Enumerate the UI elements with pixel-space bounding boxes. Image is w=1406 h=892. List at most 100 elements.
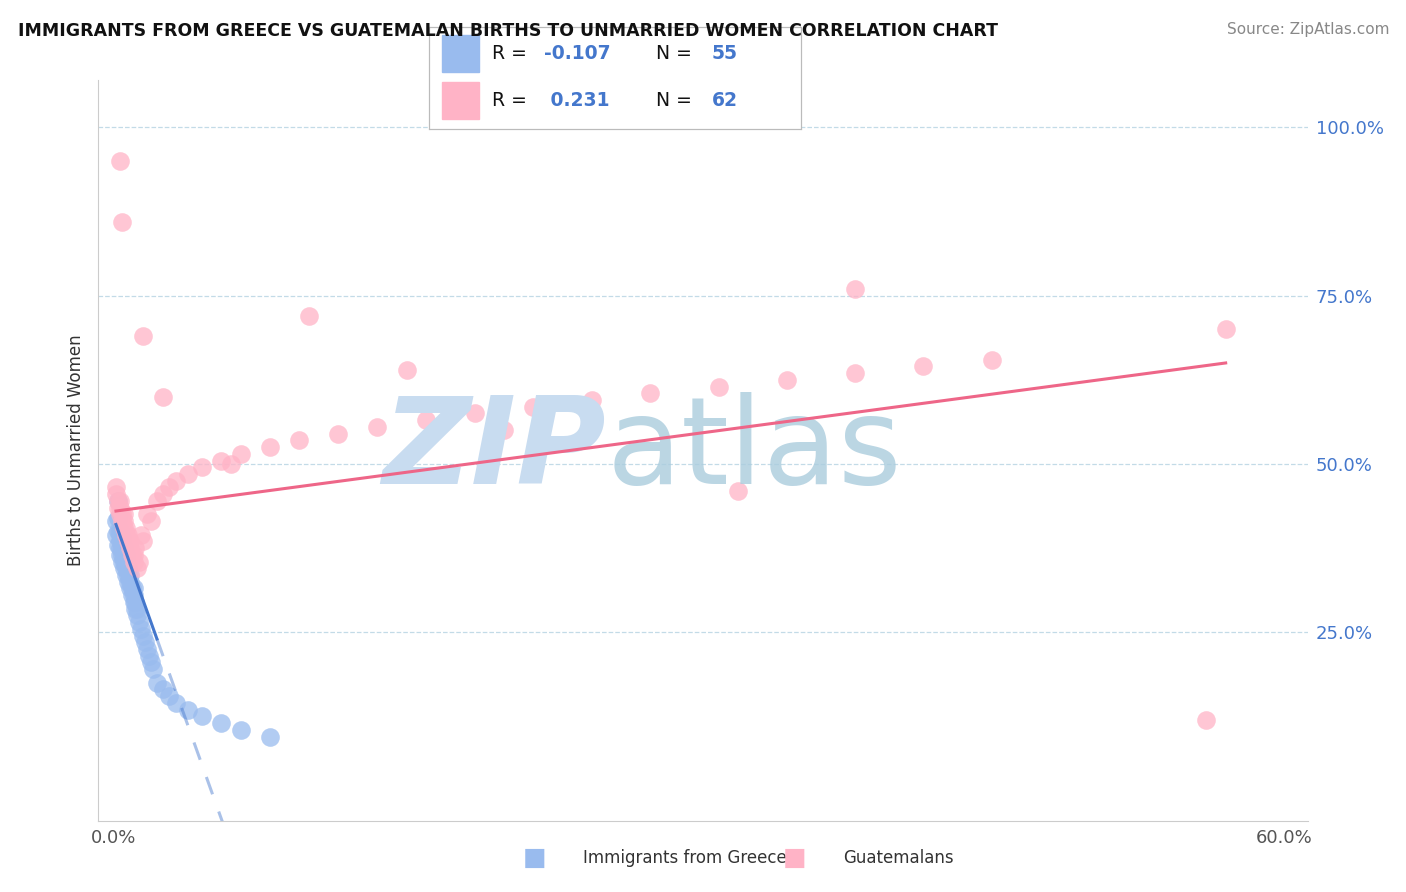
Point — [111, 555, 134, 569]
Point — [328, 426, 350, 441]
Point — [118, 574, 141, 589]
Point — [415, 413, 437, 427]
Point — [122, 548, 145, 562]
Point — [191, 709, 214, 723]
Text: Guatemalans: Guatemalans — [844, 849, 955, 867]
Point — [122, 595, 145, 609]
Point — [366, 420, 388, 434]
Text: ZIP: ZIP — [382, 392, 606, 509]
Point — [136, 642, 159, 657]
Point — [157, 689, 180, 703]
Point — [912, 359, 935, 374]
Point — [581, 392, 603, 407]
Point — [112, 521, 135, 535]
Point — [111, 508, 134, 522]
Text: IMMIGRANTS FROM GREECE VS GUATEMALAN BIRTHS TO UNMARRIED WOMEN CORRELATION CHART: IMMIGRANTS FROM GREECE VS GUATEMALAN BIR… — [18, 22, 998, 40]
Point — [776, 373, 799, 387]
Point — [494, 423, 516, 437]
Point — [219, 457, 242, 471]
Point — [108, 541, 131, 555]
Point — [1195, 713, 1218, 727]
Text: N =: N = — [657, 91, 697, 110]
Text: 62: 62 — [711, 91, 738, 110]
Point — [122, 582, 145, 596]
Point — [707, 379, 730, 393]
Point — [118, 568, 141, 582]
Text: -0.107: -0.107 — [544, 44, 612, 63]
Point — [117, 534, 139, 549]
Point — [104, 481, 127, 495]
Point — [209, 716, 232, 731]
Point — [111, 541, 134, 555]
Point — [118, 582, 141, 596]
Point — [124, 595, 146, 609]
Point — [121, 582, 143, 596]
Point — [104, 487, 127, 501]
Point — [108, 508, 131, 522]
Point — [117, 561, 139, 575]
Point — [395, 362, 418, 376]
Text: ■: ■ — [523, 847, 546, 870]
Text: 0.231: 0.231 — [544, 91, 610, 110]
Point — [134, 635, 156, 649]
Point — [727, 483, 749, 498]
Point — [104, 514, 127, 528]
Point — [114, 521, 136, 535]
Bar — [441, 82, 479, 119]
Point — [165, 696, 187, 710]
Point — [112, 508, 135, 522]
Point — [114, 527, 136, 541]
Point — [146, 494, 169, 508]
Point — [127, 561, 149, 575]
Text: R =: R = — [492, 91, 533, 110]
Point — [128, 555, 150, 569]
Point — [112, 555, 135, 569]
Point — [259, 730, 281, 744]
Point — [111, 514, 134, 528]
Point — [142, 662, 165, 676]
Point — [136, 508, 159, 522]
Point — [121, 548, 143, 562]
Point — [122, 588, 145, 602]
Point — [107, 500, 129, 515]
Point — [288, 434, 311, 448]
Point — [128, 615, 150, 629]
Point — [114, 568, 136, 582]
Point — [104, 527, 127, 541]
Point — [139, 514, 162, 528]
Point — [108, 494, 131, 508]
Text: 55: 55 — [711, 44, 738, 63]
Point — [640, 386, 662, 401]
Point — [464, 407, 486, 421]
Point — [111, 531, 134, 545]
Point — [177, 467, 200, 481]
Point — [118, 541, 141, 555]
Point — [107, 494, 129, 508]
Point — [152, 487, 174, 501]
Point — [139, 656, 162, 670]
Point — [124, 541, 146, 555]
Point — [112, 541, 135, 555]
Point — [111, 548, 134, 562]
Point — [1215, 322, 1237, 336]
Point — [131, 527, 153, 541]
Point — [177, 703, 200, 717]
Point — [980, 352, 1002, 367]
Point — [118, 534, 141, 549]
Point — [165, 474, 187, 488]
Point — [127, 601, 149, 615]
Point — [229, 447, 252, 461]
Point — [117, 574, 139, 589]
Text: N =: N = — [657, 44, 697, 63]
Text: atlas: atlas — [606, 392, 901, 509]
Y-axis label: Births to Unmarried Women: Births to Unmarried Women — [66, 334, 84, 566]
Point — [108, 524, 131, 539]
Bar — [441, 35, 479, 72]
Point — [191, 460, 214, 475]
Point — [157, 481, 180, 495]
Point — [112, 561, 135, 575]
Point — [127, 608, 149, 623]
Point — [107, 524, 129, 539]
Point — [124, 601, 146, 615]
Point — [107, 510, 129, 524]
